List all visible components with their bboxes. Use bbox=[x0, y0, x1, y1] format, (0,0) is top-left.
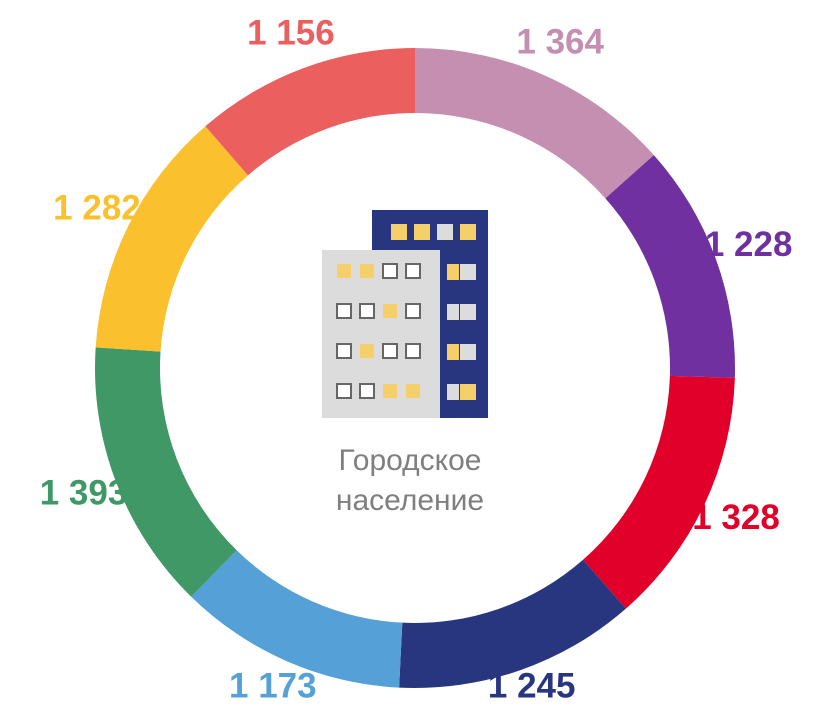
donut-segment bbox=[583, 375, 735, 609]
donut-segment bbox=[191, 550, 403, 688]
value-label: 1 282 bbox=[53, 188, 141, 227]
value-label: 1 245 bbox=[488, 666, 576, 705]
value-label: 1 393 bbox=[40, 473, 128, 512]
building-icon bbox=[322, 210, 488, 418]
donut-segment bbox=[605, 155, 735, 378]
value-label: 1 156 bbox=[247, 14, 335, 53]
donut-segment bbox=[415, 48, 654, 199]
value-label: 1 173 bbox=[229, 666, 317, 705]
center-label: население bbox=[336, 484, 484, 517]
value-label: 1 328 bbox=[692, 498, 780, 537]
donut-segment bbox=[95, 126, 248, 352]
value-label: 1 364 bbox=[516, 22, 604, 61]
donut-segment bbox=[95, 347, 237, 597]
donut-segment bbox=[205, 48, 415, 176]
donut-segment bbox=[399, 559, 626, 688]
value-label: 1 228 bbox=[705, 225, 793, 264]
center-label: Городское bbox=[339, 444, 482, 477]
